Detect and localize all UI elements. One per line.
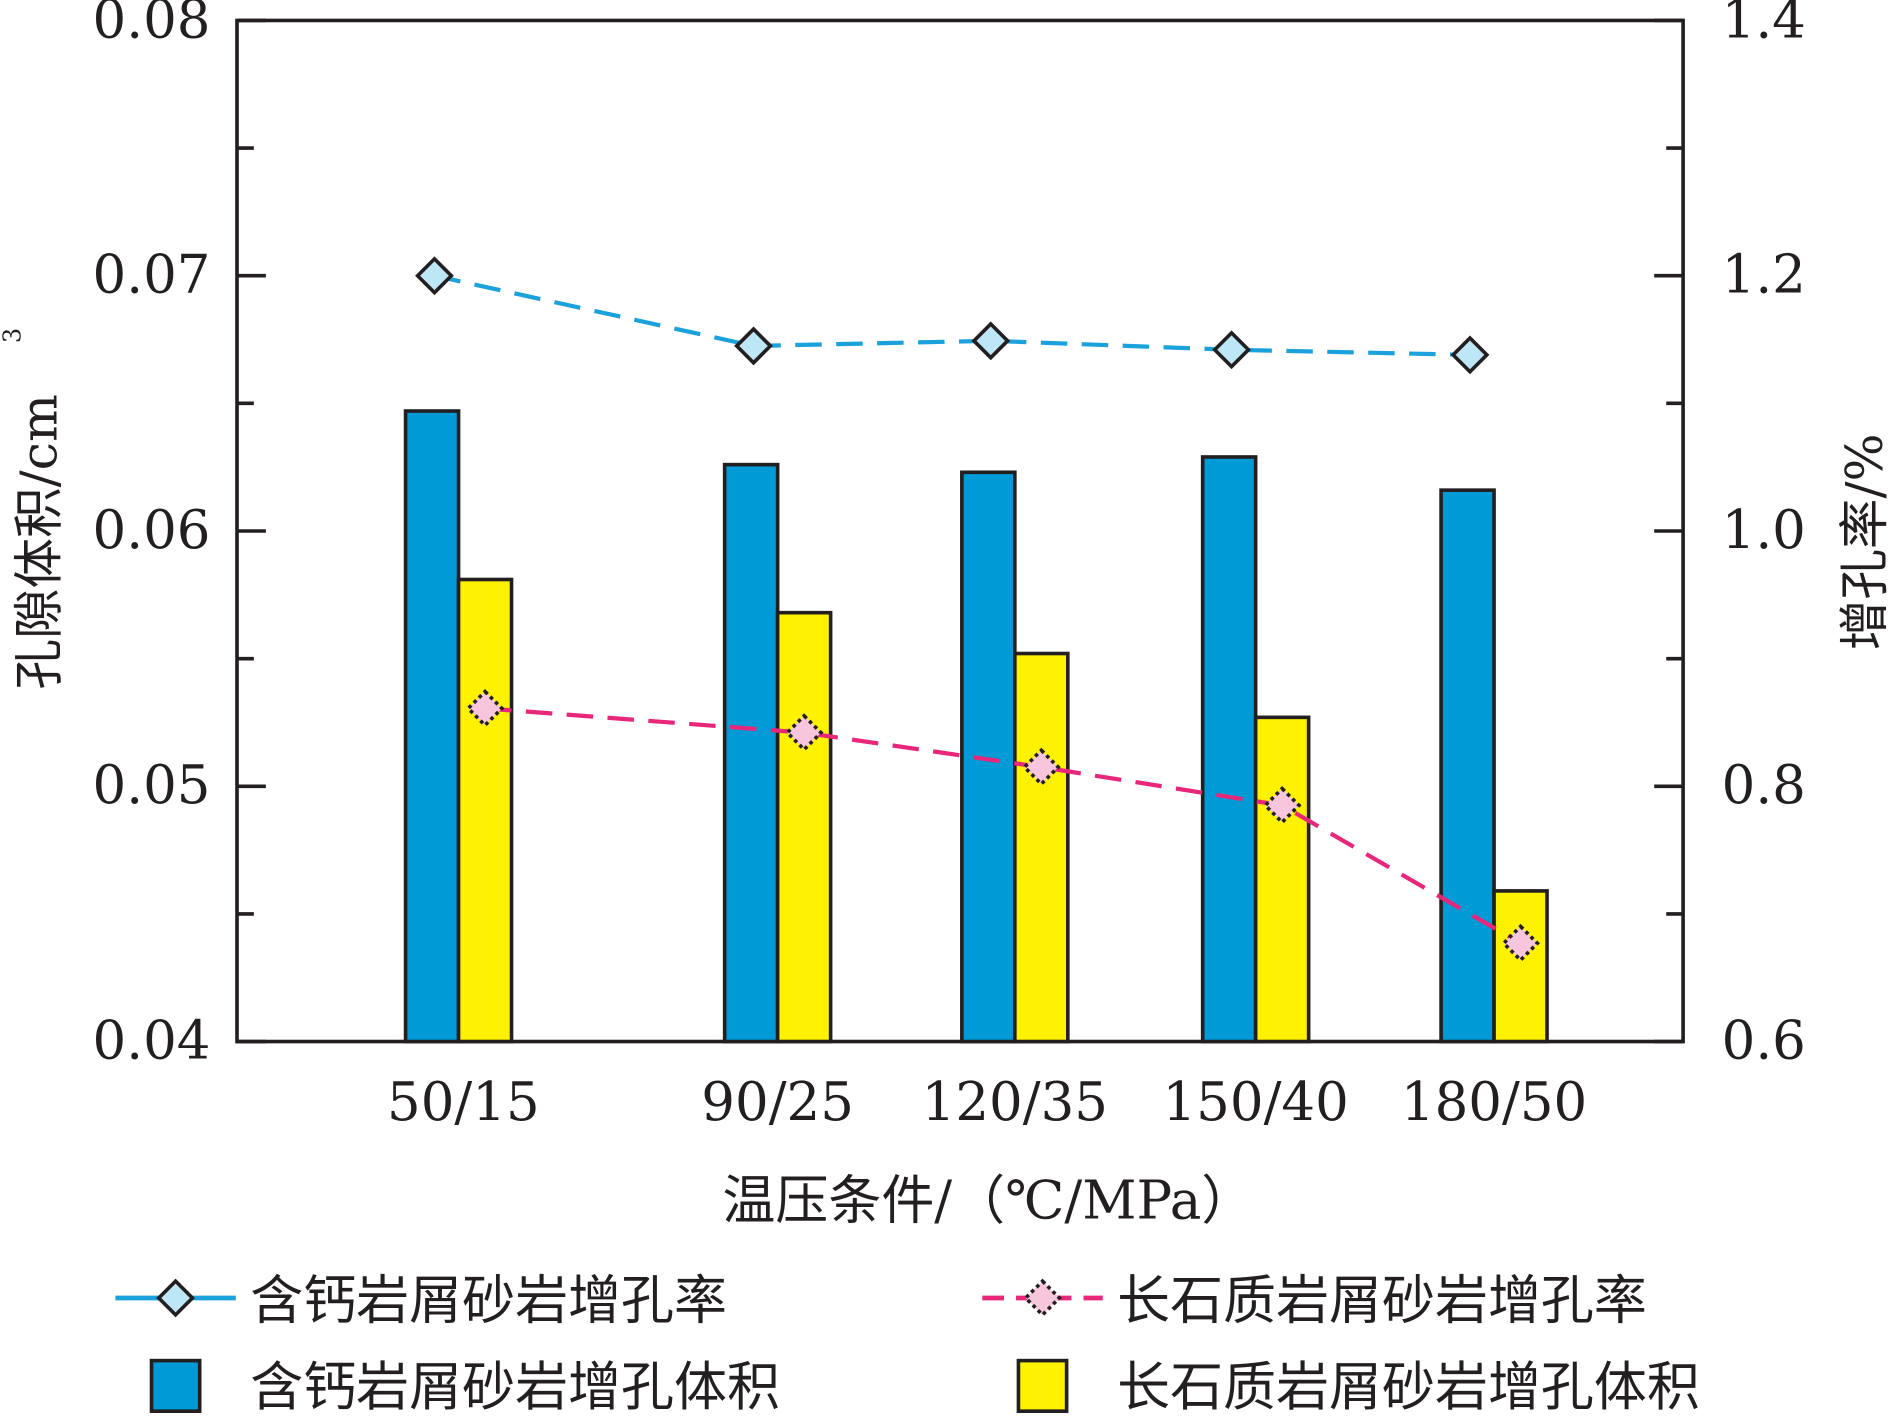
y2-axis-label: 增孔率/%	[1835, 433, 1890, 650]
line-marker	[971, 321, 1011, 361]
y2-tick-label: 0.6	[1722, 1010, 1806, 1071]
y-axis-label-superscript: 3	[0, 328, 26, 343]
plot-area: 0.04 0.05 0.06 0.07 0.08 0.6 0.8 1.0 1.2 1.4 50/15…	[93, 0, 1806, 1133]
legend-bar-swatch	[1016, 1358, 1069, 1413]
legend-marker	[156, 1278, 196, 1318]
line-marker	[1450, 335, 1490, 375]
legend-label: 长石质岩屑砂岩增孔率	[1117, 1270, 1647, 1331]
bar	[403, 409, 461, 1044]
y2-tick-label: 1.2	[1722, 245, 1806, 306]
y2-tick-label: 1.0	[1722, 500, 1806, 561]
legend-label: 长石质岩屑砂岩增孔体积	[1117, 1357, 1700, 1416]
bar	[722, 462, 780, 1044]
x-axis-label: 温压条件/（℃/MPa）	[722, 1171, 1254, 1232]
bar	[456, 577, 514, 1044]
bar	[1253, 715, 1311, 1044]
legend-label: 含钙岩屑砂岩增孔体积	[250, 1357, 780, 1416]
bar	[775, 610, 833, 1044]
legend-label: 含钙岩屑砂岩增孔率	[250, 1270, 727, 1331]
bar	[1439, 488, 1496, 1044]
y-tick-label: 0.06	[93, 500, 211, 561]
y2-tick-label: 1.4	[1722, 0, 1806, 50]
series-line	[484, 706, 1522, 946]
y-tick-label: 0.08	[93, 0, 211, 50]
line-marker	[1262, 785, 1302, 825]
y2-tick-label: 0.8	[1722, 755, 1806, 816]
y-tick-label: 0.05	[93, 755, 211, 816]
y-axis-label: 孔隙体积/cm	[9, 394, 68, 690]
line-marker	[1021, 747, 1061, 787]
line-marker	[784, 713, 824, 753]
x-tick-label: 50/15	[387, 1072, 540, 1133]
y-tick-label: 0.04	[93, 1010, 211, 1071]
line-marker	[415, 256, 454, 296]
x-tick-label: 150/40	[1162, 1072, 1348, 1133]
bar	[1013, 651, 1070, 1044]
legend-bar-swatch	[149, 1358, 202, 1413]
x-tick-label: 180/50	[1401, 1072, 1587, 1133]
x-tick-label: 120/35	[922, 1072, 1108, 1133]
bar	[960, 470, 1017, 1044]
bar	[1200, 455, 1258, 1044]
line-marker	[1212, 330, 1251, 370]
legend-marker	[1023, 1278, 1062, 1318]
x-tick-label: 90/25	[701, 1072, 854, 1133]
line-marker	[734, 326, 773, 366]
y-tick-label: 0.07	[93, 245, 211, 306]
series-line	[434, 273, 1471, 357]
bar	[1492, 889, 1549, 1044]
line-marker	[465, 688, 505, 728]
line-marker	[1501, 923, 1540, 963]
